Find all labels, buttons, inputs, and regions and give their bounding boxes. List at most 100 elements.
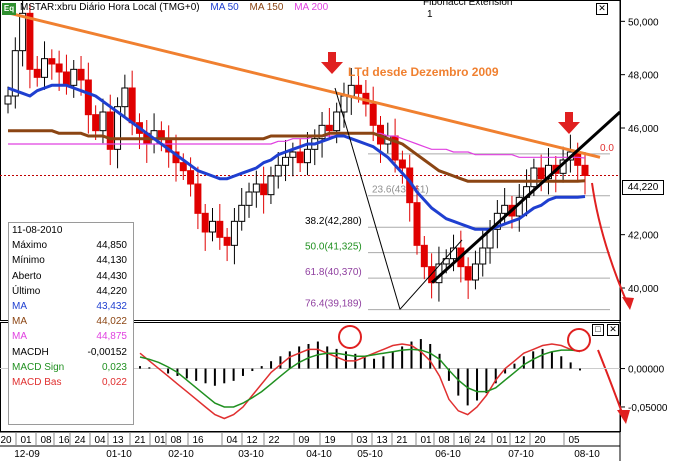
candle-body <box>62 71 70 86</box>
data-window-value: 44,430 <box>96 270 127 282</box>
x-day-label: 01 <box>154 435 166 446</box>
data-window-key: MA <box>12 331 27 343</box>
data-window-value: 44,130 <box>96 255 127 267</box>
candle-body <box>325 124 333 132</box>
annotation-text: LTd desde Dezembro 2009 <box>348 65 499 79</box>
candle-body <box>282 156 290 166</box>
x-day-label: 05 <box>568 435 580 446</box>
candle-body <box>99 111 107 132</box>
legend-ma50[interactable]: MA 50 <box>210 2 239 13</box>
candle-body <box>121 87 129 108</box>
x-day-label: 03 <box>356 435 368 446</box>
candle-body <box>464 266 472 281</box>
price-tick-label: 46,000 <box>628 124 659 135</box>
x-day-label: 22 <box>268 435 280 446</box>
data-window-value: 44,875 <box>96 331 127 343</box>
data-window-key: Último <box>12 285 41 297</box>
candle-body <box>581 164 589 176</box>
fib-level-label: 38.2(42,280) <box>305 216 362 227</box>
data-window-row: MACDH -0,00152 <box>9 345 133 360</box>
data-window-row: MA 44,022 <box>9 314 133 329</box>
fib-level-label: 50.0(41,325) <box>305 242 362 253</box>
down-arrow-icon <box>558 122 580 134</box>
x-day-label: 08 <box>170 435 182 446</box>
data-window-value: 0,022 <box>101 376 127 388</box>
data-window-key: MACD Bas <box>12 376 62 388</box>
close-icon[interactable]: ✕ <box>596 3 608 15</box>
trend-line-up <box>430 110 622 284</box>
fibonacci-legend[interactable]: Fibonacci Extension 1 <box>423 0 513 21</box>
data-window-key: MA <box>12 300 27 312</box>
fibonacci-label: Fibonacci Extension <box>423 0 513 8</box>
data-window-row: Último 44,220 <box>9 284 133 299</box>
candle-body <box>19 12 27 52</box>
x-day-label: 04 <box>94 435 106 446</box>
data-window-value: 0,023 <box>101 361 127 373</box>
data-window-row: Mínimo 44,130 <box>9 253 133 268</box>
candle-body <box>11 50 19 97</box>
x-day-label: 01 <box>420 435 432 446</box>
data-window-value: 43,432 <box>96 300 127 312</box>
legend-ma150[interactable]: MA 150 <box>249 2 284 13</box>
data-window: 11-08-2010 Máximo 44,850 Mínimo 44,130 Abert… <box>8 222 134 425</box>
data-window-key: Aberto <box>12 270 42 282</box>
price-tick-label: 42,000 <box>628 231 659 242</box>
down-arrow-icon-shaft <box>565 112 573 122</box>
fib-leg-line <box>334 87 401 310</box>
candle-body <box>289 151 297 158</box>
x-day-label: 20 <box>534 435 546 446</box>
fib-level-label: 76.4(39,189) <box>305 299 362 310</box>
candle-body <box>296 151 304 164</box>
data-window-row: Máximo 44,850 <box>9 238 133 253</box>
x-month-label: 03-10 <box>238 449 264 460</box>
data-window-row: MACD Bas 0,022 <box>9 375 133 390</box>
price-tick-label: 48,000 <box>628 71 659 82</box>
x-day-label: 09 <box>298 435 310 446</box>
down-arrow-icon-shaft <box>328 52 336 62</box>
current-price-label: 44,220 <box>622 180 664 195</box>
ma150-line <box>8 129 586 183</box>
fib-base-line <box>399 239 463 310</box>
price-tick-label: 40,000 <box>628 284 659 295</box>
fibonacci-sub: 1 <box>427 9 433 20</box>
data-window-value: 44,220 <box>96 285 127 297</box>
chart-title: MSTAR:xbru Diário Hora Local (TMG+0) <box>20 2 200 13</box>
candle-body <box>216 220 224 238</box>
trend-line-down <box>9 11 601 159</box>
candle-body <box>106 111 114 150</box>
data-window-date: 11-08-2010 <box>12 225 63 236</box>
x-day-label: 08 <box>40 435 52 446</box>
candle-body <box>77 68 85 81</box>
close-macd-icon[interactable]: ✕ <box>607 324 619 336</box>
x-month-label: 08-10 <box>574 449 600 460</box>
macd-base-line <box>139 343 581 420</box>
candle-body <box>128 87 136 124</box>
x-month-label: 02-10 <box>168 449 194 460</box>
candle-body <box>114 106 122 150</box>
candle-body <box>41 58 49 78</box>
projection-arrow-icon <box>622 297 634 310</box>
x-month-label: 01-10 <box>106 449 132 460</box>
data-window-key: MA <box>12 316 27 328</box>
candle-body <box>318 124 326 140</box>
candle-body <box>230 220 238 246</box>
ma50-line <box>7 83 586 231</box>
candle-body <box>33 68 41 78</box>
x-day-label: 01 <box>20 435 32 446</box>
x-day-label: 19 <box>324 435 336 446</box>
candle-body <box>398 159 406 169</box>
candle-body <box>420 244 428 268</box>
x-day-label: 16 <box>58 435 70 446</box>
candle-body <box>537 167 545 180</box>
candle-body <box>201 212 209 233</box>
data-window-value: 44,850 <box>96 240 127 252</box>
legend-ma200[interactable]: MA 200 <box>294 2 329 13</box>
candle-body <box>245 191 253 206</box>
candle-body <box>347 84 355 97</box>
x-day-label: 12 <box>514 435 526 446</box>
macd-signal-line <box>139 348 581 408</box>
minimize-icon[interactable]: □ <box>592 324 604 336</box>
x-month-label: 05-10 <box>357 449 383 460</box>
x-day-label: 13 <box>376 435 388 446</box>
x-month-label: 06-10 <box>435 449 461 460</box>
